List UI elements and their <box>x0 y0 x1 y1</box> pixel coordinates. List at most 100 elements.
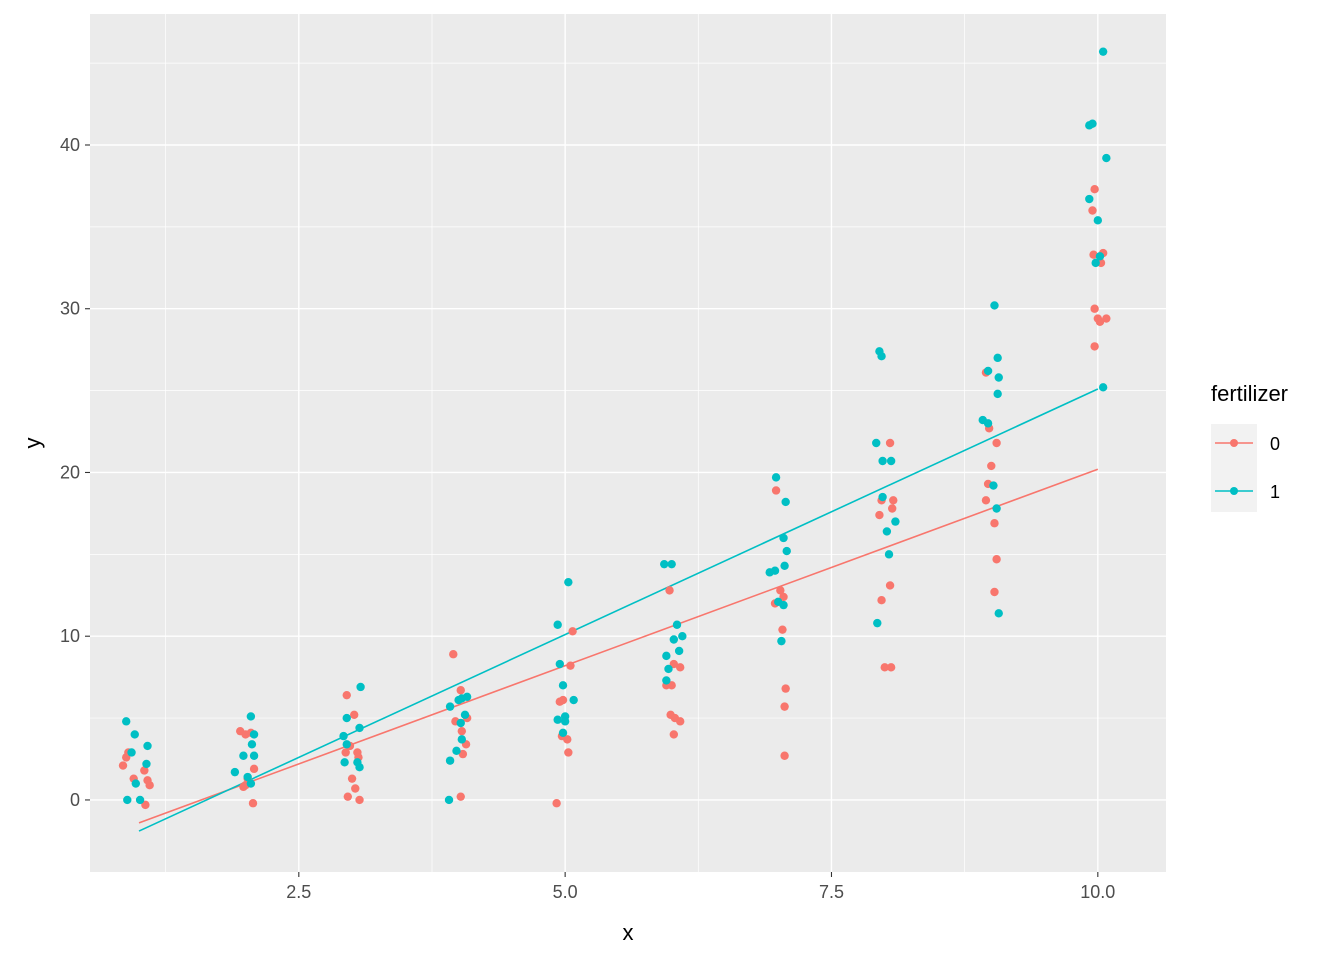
data-point-series-1 <box>131 779 141 788</box>
data-point-series-1 <box>664 664 673 674</box>
data-point-series-1 <box>779 600 788 610</box>
data-point-series-1 <box>674 646 684 656</box>
data-point-series-1 <box>983 366 993 376</box>
legend: fertilizer 0 1 <box>1211 381 1288 512</box>
data-point-series-1 <box>780 561 789 571</box>
data-point-series-1 <box>239 751 248 760</box>
data-point-series-1 <box>339 731 348 741</box>
data-point-series-1 <box>872 438 881 448</box>
data-point-series-1 <box>779 533 788 543</box>
data-point-series-0 <box>987 461 996 471</box>
data-point-series-0 <box>888 504 897 513</box>
data-point-series-0 <box>456 792 465 801</box>
y-tick-label: 20 <box>60 462 80 482</box>
data-point-series-0 <box>145 781 154 790</box>
data-point-series-1 <box>553 715 562 724</box>
y-tick-label: 30 <box>60 299 80 319</box>
y-axis-title: y <box>20 438 45 449</box>
data-point-series-0 <box>990 519 999 528</box>
data-point-series-1 <box>247 740 257 749</box>
data-point-series-1 <box>992 504 1001 513</box>
fit-lines <box>138 388 1099 832</box>
major-gridlines <box>90 14 1166 872</box>
data-point-series-1 <box>444 795 454 805</box>
data-point-series-0 <box>347 774 357 783</box>
data-point-series-0 <box>1095 317 1105 327</box>
data-point-series-1 <box>993 353 1002 363</box>
data-point-series-1 <box>1093 216 1103 225</box>
data-point-series-1 <box>553 620 562 629</box>
data-point-series-1 <box>569 695 578 705</box>
data-points <box>118 47 1111 810</box>
data-point-series-0 <box>552 799 561 808</box>
data-point-series-1 <box>667 559 676 569</box>
data-point-series-1 <box>994 609 1003 618</box>
data-point-series-1 <box>878 492 887 502</box>
data-point-series-0 <box>141 800 150 810</box>
data-point-series-0 <box>992 438 1001 448</box>
data-point-series-1 <box>142 759 151 769</box>
data-point-series-0 <box>122 753 131 762</box>
data-point-series-1 <box>457 735 467 744</box>
data-point-series-0 <box>779 592 788 602</box>
data-point-series-0 <box>118 761 128 770</box>
data-point-series-0 <box>780 702 789 711</box>
data-point-series-1 <box>1085 194 1094 204</box>
data-point-series-0 <box>676 663 685 672</box>
data-point-series-0 <box>248 799 258 808</box>
fit-line-series-0 <box>138 468 1099 824</box>
data-point-series-1 <box>355 763 364 772</box>
data-point-series-0 <box>990 587 999 597</box>
data-point-series-1 <box>564 577 573 587</box>
data-point-series-0 <box>355 795 364 805</box>
data-point-series-1 <box>456 718 465 728</box>
legend-label-0: 0 <box>1270 434 1280 454</box>
data-point-series-0 <box>889 496 898 505</box>
legend-label-1: 1 <box>1270 482 1280 502</box>
data-point-series-1 <box>781 497 790 507</box>
data-point-series-0 <box>1089 250 1098 259</box>
data-point-series-0 <box>351 784 360 793</box>
data-point-series-0 <box>880 663 889 672</box>
data-point-series-0 <box>1090 304 1099 313</box>
data-point-series-0 <box>456 686 465 695</box>
data-point-series-1 <box>143 741 152 751</box>
data-point-series-0 <box>992 555 1001 564</box>
y-axis-ticks: 0 10 20 30 40 <box>60 135 90 810</box>
x-tick-label: 7.5 <box>819 882 844 902</box>
data-point-series-0 <box>458 749 468 759</box>
data-point-series-1 <box>1091 258 1100 268</box>
data-point-series-0 <box>566 661 575 670</box>
y-tick-label: 0 <box>70 790 80 810</box>
data-point-series-1 <box>127 748 136 757</box>
data-point-series-1 <box>1098 47 1108 56</box>
x-axis-ticks: 2.5 5.0 7.5 10.0 <box>286 872 1115 902</box>
data-point-series-0 <box>667 681 676 690</box>
data-point-series-1 <box>873 618 882 628</box>
data-point-series-0 <box>669 730 679 739</box>
data-point-series-0 <box>558 695 568 705</box>
data-point-series-1 <box>445 756 455 765</box>
data-point-series-1 <box>669 635 679 644</box>
data-point-series-0 <box>885 581 895 590</box>
data-point-series-1 <box>672 620 682 629</box>
data-point-series-1 <box>891 517 900 526</box>
y-tick-label: 40 <box>60 135 80 155</box>
data-point-series-1 <box>246 712 256 721</box>
data-point-series-1 <box>1095 252 1105 261</box>
data-point-series-0 <box>771 486 781 495</box>
data-point-series-1 <box>462 692 472 701</box>
data-point-series-0 <box>669 659 679 669</box>
data-point-series-0 <box>568 627 577 636</box>
data-point-series-0 <box>781 684 790 693</box>
data-point-series-0 <box>877 595 886 605</box>
data-point-series-1 <box>249 730 259 739</box>
data-point-series-0 <box>564 748 573 757</box>
data-point-series-0 <box>665 586 674 595</box>
data-point-series-1 <box>990 301 999 310</box>
data-point-series-1 <box>555 659 565 669</box>
legend-key-point-1 <box>1230 487 1238 495</box>
data-point-series-0 <box>778 625 787 634</box>
data-point-series-0 <box>1090 342 1099 351</box>
data-point-series-1 <box>249 751 259 760</box>
